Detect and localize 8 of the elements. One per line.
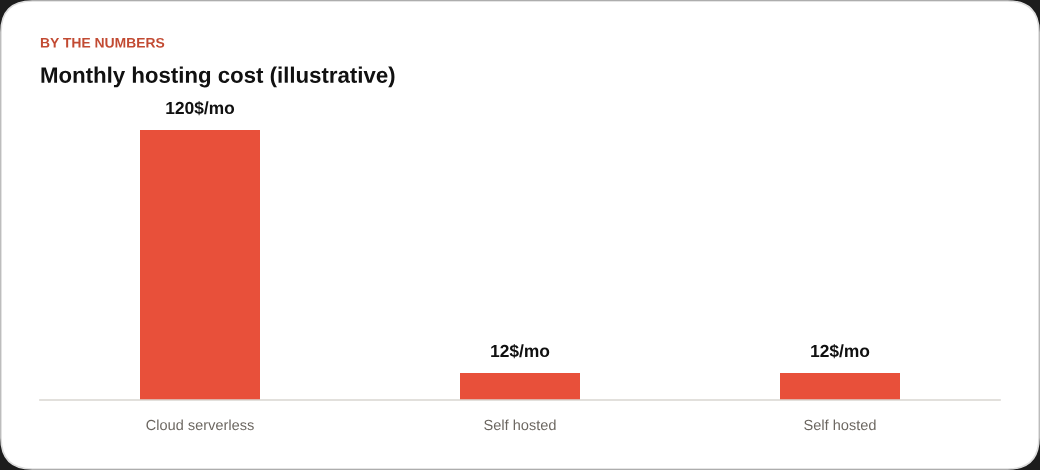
x-tick-label: Self hosted <box>804 419 876 431</box>
x-tick-label: Self hosted <box>484 419 556 431</box>
data-label: 12$/mo <box>491 344 550 359</box>
x-tick-label: Cloud serverless <box>146 419 254 431</box>
data-label: 12$/mo <box>811 344 870 359</box>
chart-subtitle: BY THE NUMBERS <box>40 37 165 48</box>
data-label: 120$/mo <box>166 101 235 116</box>
chart-title: Monthly hosting cost (illustrative) <box>41 66 395 88</box>
